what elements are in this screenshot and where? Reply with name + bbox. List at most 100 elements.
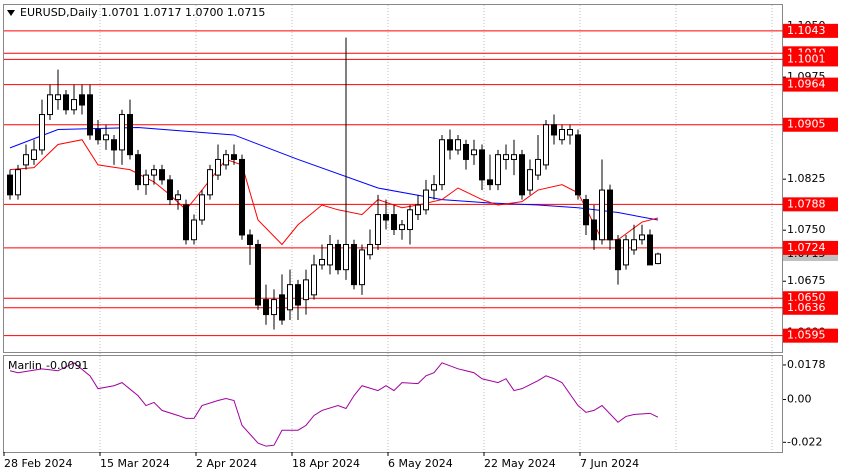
candle-body [359, 249, 365, 286]
x-tick-label: 7 Jun 2024 [580, 457, 639, 470]
candle-body [415, 204, 421, 216]
candle-body [631, 239, 637, 251]
candle-body [47, 94, 53, 116]
candle-body [335, 243, 341, 271]
x-tick-label: 28 Feb 2024 [4, 457, 72, 470]
candle-body [199, 194, 205, 221]
main-panel [3, 4, 783, 353]
candle-body [263, 299, 269, 316]
candle-body [103, 134, 109, 141]
candle-body [31, 149, 37, 160]
candle-body [287, 284, 293, 311]
candle-body [319, 258, 325, 266]
candle-body [583, 199, 589, 226]
candle-body [487, 179, 493, 186]
candle-body [215, 158, 221, 176]
candle-body [95, 129, 101, 141]
x-tick-label: 2 Apr 2024 [196, 457, 257, 470]
candle-body [383, 214, 389, 221]
candle-body [551, 124, 557, 136]
level-label-box [783, 197, 838, 212]
candle-body [591, 219, 597, 241]
y-tick-label: 0.0178 [787, 358, 826, 371]
candle-body [423, 189, 429, 211]
candle-body [247, 234, 253, 245]
candle-body [495, 154, 501, 186]
candle-body [455, 139, 461, 151]
indicator-name: Marlin [8, 359, 42, 372]
candle-body [367, 243, 373, 256]
candle-body [175, 194, 181, 201]
candle-body [311, 264, 317, 296]
candle-body [607, 189, 613, 241]
candle-body [559, 129, 565, 141]
level-label: 1.0905 [787, 118, 826, 131]
candle-body [71, 99, 77, 111]
candle-body [303, 279, 309, 301]
candle-body [143, 174, 149, 186]
level-label-box [783, 240, 838, 255]
candle-body [119, 114, 125, 151]
level-label: 1.0964 [787, 78, 826, 91]
level-label-box [783, 52, 838, 67]
y-tick-label: 1.0825 [787, 172, 826, 185]
candle-body [207, 169, 213, 196]
candle-body [127, 114, 133, 156]
candle-body [271, 299, 277, 316]
y-tick-label: 1.0675 [787, 274, 826, 287]
x-tick-label: 18 Apr 2024 [292, 457, 360, 470]
y-tick-label: 1.0750 [787, 223, 826, 236]
candle-body [623, 239, 629, 266]
x-tick-label: 22 May 2024 [484, 457, 556, 470]
candle-body [639, 234, 645, 241]
x-tick-label: 6 May 2024 [388, 457, 453, 470]
candle-body [567, 129, 573, 136]
level-label-box [783, 117, 838, 132]
level-label: 1.0636 [787, 301, 826, 314]
candle-body [223, 154, 229, 166]
candle-body [239, 158, 245, 236]
candle-body [615, 239, 621, 271]
candle-body [479, 149, 485, 181]
candle-body [183, 204, 189, 241]
oscillator-panel [3, 355, 783, 453]
candle-body [15, 169, 21, 196]
candle-body [135, 154, 141, 186]
level-label: 1.0724 [787, 241, 826, 254]
candle-body [647, 234, 653, 266]
x-tick-label: 15 Mar 2024 [100, 457, 170, 470]
candle-body [503, 154, 509, 160]
level-label-box [783, 77, 838, 92]
level-label: 1.0595 [787, 329, 826, 342]
candle-body [327, 243, 333, 266]
candle-body [255, 243, 261, 306]
candle-body [231, 154, 237, 160]
candle-body [511, 154, 517, 160]
menu-icon[interactable] [7, 10, 15, 16]
candle-body [159, 169, 165, 181]
candle-body [399, 224, 405, 231]
oscillator-line [9, 362, 659, 447]
candle-body [39, 114, 45, 151]
candle-body [391, 214, 397, 231]
indicator-value: -0.0091 [46, 359, 88, 372]
candle-body [527, 169, 533, 191]
candle-body [23, 154, 29, 166]
candle-body [431, 184, 437, 191]
plot-layer: 1.10501.09751.09001.08251.07501.06751.06… [3, 5, 838, 470]
candle-body [575, 134, 581, 196]
candle-body [655, 253, 661, 265]
level-label-box [783, 300, 838, 315]
level-label: 1.1001 [787, 52, 826, 65]
candle-body [191, 219, 197, 241]
candle-body [447, 139, 453, 151]
level-label-box [783, 23, 838, 38]
candle-body [407, 209, 413, 231]
candle-body [151, 169, 157, 176]
candle-body [87, 94, 93, 136]
candle-body [63, 94, 69, 111]
candle-body [519, 154, 525, 196]
candle-body [439, 139, 445, 186]
